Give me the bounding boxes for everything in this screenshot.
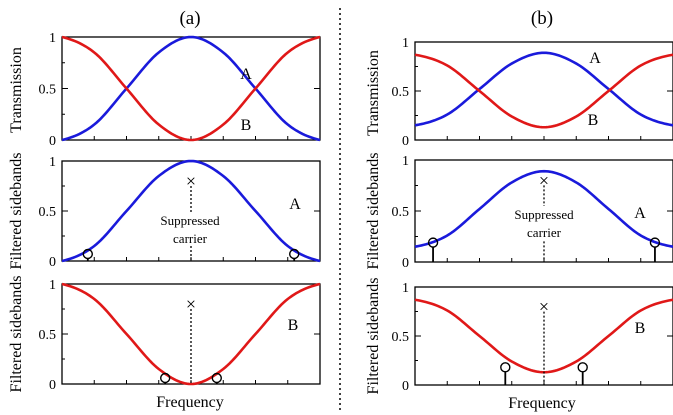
- y-tick-label: 1: [402, 36, 409, 51]
- series-line-A: [414, 169, 673, 248]
- series-label-A: A: [289, 196, 301, 213]
- series-line-A: [414, 51, 673, 127]
- axes-frame: [61, 36, 321, 141]
- y-tick-label: 1: [49, 155, 56, 170]
- carrier-label-bg: [152, 212, 228, 246]
- y-axis-label: Transmission: [365, 50, 382, 136]
- y-axis-label: Filtered sidebands: [8, 153, 25, 270]
- y-tick-label: 1: [402, 281, 409, 296]
- axes-frame: [414, 41, 673, 141]
- y-tick-label: 0: [402, 134, 409, 149]
- sideband-marker: [211, 372, 223, 384]
- series-line-B: [414, 53, 673, 129]
- sideband-marker: [82, 248, 94, 260]
- carrier-label-line2: carrier: [527, 225, 562, 240]
- carrier-marker: ×: [186, 171, 196, 191]
- carrier-label-line1: Suppressed: [160, 213, 220, 228]
- y-axis-label: Filtered sidebands: [365, 278, 382, 395]
- sideband-marker: [649, 237, 661, 248]
- plots-layer: 1 0.5 0 Transmission A B 1 0.5 0 Filtered sideban…: [8, 31, 673, 412]
- carrier-label-line1: Suppressed: [514, 207, 574, 222]
- series-line-A: [61, 159, 321, 263]
- series-line-A: [61, 35, 321, 142]
- series-label-A: A: [634, 205, 646, 222]
- y-tick-label: 1: [49, 278, 56, 293]
- sideband-marker: [577, 362, 588, 373]
- y-tick-label: 0: [49, 378, 56, 393]
- carrier-label-line2: carrier: [173, 231, 208, 246]
- y-axis-label: Filtered sidebands: [8, 276, 25, 393]
- subplot-a-bot: 1 0.5 0 Filtered sidebands Frequency B ×: [8, 276, 321, 411]
- x-axis-label: Frequency: [156, 394, 224, 411]
- sideband-marker: [500, 362, 511, 373]
- y-tick-label: 0: [402, 256, 409, 271]
- y-tick-label: 1: [49, 31, 56, 46]
- series-line-B: [61, 35, 321, 142]
- y-tick-label: 0.5: [392, 330, 410, 345]
- y-tick-label: 1: [402, 154, 409, 169]
- y-axis-label: Transmission: [8, 47, 25, 133]
- carrier-marker: ×: [539, 170, 549, 190]
- series-line-B: [61, 282, 321, 386]
- y-tick-label: 0.5: [39, 205, 57, 220]
- y-tick-label: 0: [49, 134, 56, 149]
- x-axis-label: Frequency: [508, 395, 576, 412]
- carrier-label-bg: [506, 206, 582, 240]
- sideband-marker: [159, 372, 171, 384]
- series-label-B: B: [241, 117, 252, 134]
- y-tick-label: 0: [49, 255, 56, 270]
- carrier-marker: ×: [186, 294, 196, 314]
- subplot-b-mid: 1 0.5 0 Filtered sidebands A × Suppressed carri…: [365, 153, 673, 271]
- series-label-A: A: [240, 66, 252, 83]
- series-label-B: B: [288, 317, 299, 334]
- y-axis-label: Filtered sidebands: [365, 153, 382, 270]
- subplot-a-mid: 1 0.5 0 Filtered sidebands A × Suppressed carri…: [8, 153, 321, 270]
- series-label-B: B: [635, 320, 646, 337]
- y-tick-label: 0.5: [392, 85, 410, 100]
- panel-label-a: (a): [179, 8, 200, 29]
- y-tick-label: 0.5: [39, 83, 57, 98]
- carrier-marker: ×: [539, 297, 549, 317]
- subplot-b-top: 1 0.5 0 Transmission A B: [365, 36, 673, 149]
- series-label-A: A: [589, 50, 601, 67]
- y-tick-label: 0.5: [39, 328, 57, 343]
- y-tick-label: 0.5: [392, 205, 410, 220]
- sideband-marker: [427, 237, 439, 248]
- sideband-marker: [289, 248, 300, 260]
- subplot-b-bot: 1 0.5 0 Filtered sidebands Frequency B ×: [365, 278, 673, 412]
- series-label-B: B: [588, 112, 599, 129]
- y-tick-label: 0: [402, 379, 409, 394]
- subplot-a-top: 1 0.5 0 Transmission A B: [8, 31, 321, 149]
- panel-label-b: (b): [531, 8, 553, 29]
